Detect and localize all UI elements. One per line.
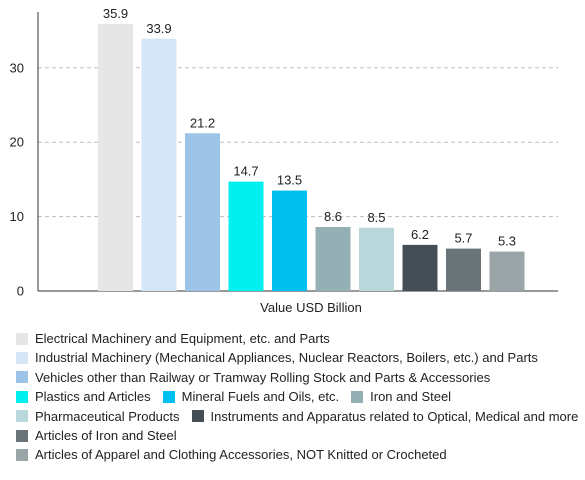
legend-swatch: [16, 332, 28, 345]
legend-swatch: [351, 390, 364, 403]
legend-label: Articles of Iron and Steel: [35, 427, 177, 443]
legend-swatch: [16, 449, 28, 462]
bars: [98, 23, 525, 292]
legend-label: Pharmaceutical Products: [35, 408, 180, 424]
bar-value-label: 35.9: [103, 6, 128, 21]
legend-row: Vehicles other than Railway or Tramway R…: [16, 368, 581, 387]
legend-row: Pharmaceutical Products Instruments and A…: [16, 407, 581, 426]
legend-label: Industrial Machinery (Mechanical Applian…: [35, 350, 538, 366]
bar: [98, 23, 133, 292]
legend-item: Pharmaceutical Products: [16, 407, 180, 426]
legend-label: Vehicles other than Railway or Tramway R…: [35, 369, 491, 385]
legend-item: Instruments and Apparatus related to Opt…: [191, 407, 579, 426]
y-axis-ticks: 0 10 20 30: [10, 60, 24, 298]
legend-swatch: [162, 390, 175, 403]
bar-chart: 0 10 20 30 35.9 33.9 21.2 14.7 13.5 8.6 8.5 6.2 5.7…: [10, 6, 558, 315]
bar: [141, 38, 177, 292]
y-tick-label: 10: [10, 209, 24, 224]
bar: [272, 190, 307, 291]
y-tick-label: 20: [10, 135, 24, 150]
legend-item: Articles of Iron and Steel: [16, 426, 177, 445]
legend-swatch: [16, 371, 28, 384]
x-axis-title: Value USD Billion: [260, 300, 362, 315]
legend-swatch: [16, 410, 28, 423]
legend-label: Instruments and Apparatus related to Opt…: [210, 408, 579, 424]
y-tick-label: 30: [10, 60, 24, 75]
legend-item: Vehicles other than Railway or Tramway R…: [16, 368, 490, 387]
bar-value-label: 5.7: [454, 231, 472, 246]
bar-value-label: 8.5: [367, 210, 385, 225]
legend-row: Articles of Apparel and Clothing Accesso…: [16, 445, 581, 464]
legend-label: Plastics and Articles: [35, 389, 151, 405]
legend-swatch: [191, 410, 204, 423]
bar: [315, 227, 351, 291]
legend-row: Plastics and Articles Mineral Fuels and O…: [16, 387, 581, 406]
bar: [359, 227, 394, 291]
legend-row: Articles of Iron and Steel: [16, 426, 581, 445]
bar-value-label: 5.3: [498, 234, 516, 249]
bar-value-label: 6.2: [411, 227, 429, 242]
legend-row: Electrical Machinery and Equipment, etc.…: [16, 329, 581, 348]
bar: [185, 133, 220, 291]
legend-label: Electrical Machinery and Equipment, etc.…: [35, 331, 330, 346]
legend-item: Iron and Steel: [351, 387, 451, 406]
bar: [489, 251, 525, 291]
bar-value-label: 13.5: [277, 173, 302, 188]
bar-value-label: 8.6: [324, 209, 342, 224]
legend: Electrical Machinery and Equipment, etc.…: [16, 329, 581, 465]
bar: [402, 244, 438, 291]
bar: [446, 248, 481, 291]
legend-swatch: [16, 429, 28, 442]
legend-swatch: [16, 390, 28, 403]
legend-item: Electrical Machinery and Equipment, etc.…: [16, 329, 330, 348]
bar-value-label: 14.7: [233, 164, 258, 179]
legend-item: Plastics and Articles: [16, 387, 151, 406]
legend-label: Iron and Steel: [370, 389, 452, 405]
bar: [228, 181, 264, 291]
legend-row: Industrial Machinery (Mechanical Applian…: [16, 348, 581, 367]
legend-swatch: [16, 352, 28, 365]
legend-item: Articles of Apparel and Clothing Accesso…: [16, 445, 447, 464]
value-labels: 35.9 33.9 21.2 14.7 13.5 8.6 8.5 6.2 5.7 5.3: [103, 6, 516, 249]
legend-item: Mineral Fuels and Oils, etc.: [162, 387, 340, 406]
bar-value-label: 21.2: [190, 115, 215, 130]
legend-label: Articles of Apparel and Clothing Accesso…: [35, 447, 447, 463]
legend-label: Mineral Fuels and Oils, etc.: [181, 389, 340, 405]
bar-value-label: 33.9: [146, 21, 171, 36]
y-tick-label: 0: [17, 284, 24, 299]
legend-item: Industrial Machinery (Mechanical Applian…: [16, 348, 538, 367]
